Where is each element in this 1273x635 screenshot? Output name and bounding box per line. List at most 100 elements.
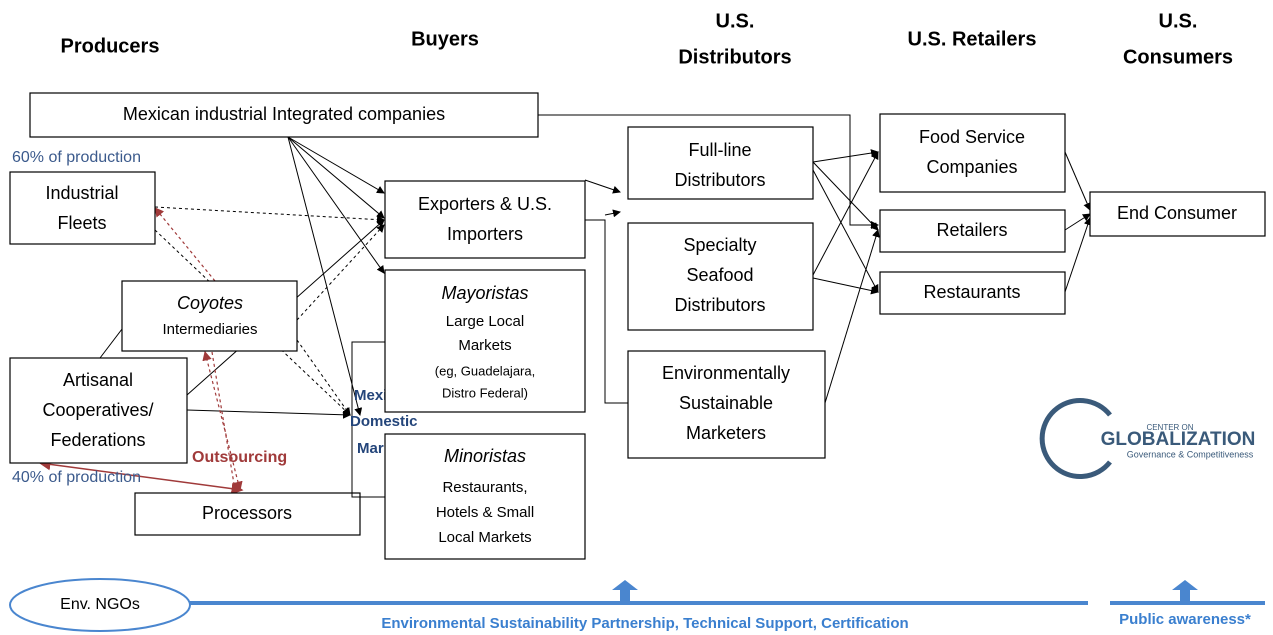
arrow [824, 229, 880, 404]
box [879, 209, 1066, 253]
label: Restaurants, [442, 479, 527, 496]
label: Minoristas [444, 446, 526, 466]
arrow [538, 114, 879, 229]
label: End Consumer [1117, 203, 1237, 223]
connectors [38, 114, 1092, 495]
arrow [812, 161, 879, 231]
box [627, 222, 814, 331]
header: Distributors [678, 46, 791, 68]
label: Markets [458, 337, 511, 354]
share: 60% of production [12, 149, 141, 166]
label: Sustainable [679, 393, 773, 413]
label: Artisanal [63, 370, 133, 390]
header: Producers [61, 35, 160, 57]
box [627, 350, 826, 459]
header: U.S. [716, 10, 755, 32]
header: U.S. [1159, 10, 1198, 32]
label: Mayoristas [441, 283, 528, 303]
boxes: Mexican industrial Integrated companies … [9, 92, 1266, 560]
arrow [584, 179, 621, 194]
share: 40% of production [12, 469, 141, 486]
box [384, 269, 586, 413]
dashed-arrow [296, 224, 385, 321]
arrow [812, 277, 879, 295]
arrow [287, 136, 385, 274]
logo-text: CENTER ON [1146, 423, 1193, 432]
label: Companies [926, 157, 1017, 177]
arrow [186, 409, 351, 419]
dashed-link [154, 207, 216, 282]
label: Fleets [57, 213, 106, 233]
label: Exporters & U.S. [418, 194, 552, 214]
label: Restaurants [923, 282, 1020, 302]
arrow [812, 149, 879, 163]
support-label: Environmental Sustainability Partnership… [381, 615, 908, 632]
arrow [287, 136, 385, 219]
box [121, 280, 298, 352]
label: Distributors [674, 170, 765, 190]
arrow [1064, 217, 1092, 293]
outsourcing-label: Outsourcing [192, 449, 287, 466]
label: Importers [447, 224, 523, 244]
up-arrow [612, 580, 638, 601]
logo-text: Governance & Competitiveness [1127, 449, 1254, 459]
label: Food Service [919, 127, 1025, 147]
label: Coyotes [177, 293, 243, 313]
logo: CENTER ON GLOBALIZATION Governance & Com… [1039, 398, 1256, 479]
dashed-link [202, 350, 243, 492]
box [1089, 191, 1266, 237]
label: Large Local [446, 313, 524, 330]
bracket [585, 219, 628, 404]
headers: Producers Buyers U.S. Distributors U.S. … [61, 10, 1233, 68]
dashed-link [211, 351, 236, 491]
public-label: Public awareness* [1119, 611, 1251, 628]
arrow [604, 209, 621, 218]
arrow [1064, 213, 1091, 231]
label: Intermediaries [162, 321, 257, 338]
footer: Env. NGOs Environmental Sustainability P… [9, 578, 1265, 632]
logo-arc [1039, 398, 1112, 479]
arrow [812, 151, 879, 276]
up-arrow [1172, 580, 1198, 601]
box [879, 271, 1066, 315]
ngo-label: Env. NGOs [60, 596, 140, 613]
label: (eg, Guadelajara, [435, 363, 535, 378]
domestic-label: Domestic [350, 413, 418, 430]
label: Industrial [45, 183, 118, 203]
label: Distributors [674, 295, 765, 315]
box [879, 113, 1066, 193]
arrow [287, 136, 363, 416]
box [384, 433, 586, 560]
label: Mexican industrial Integrated companies [123, 104, 445, 124]
dashed-arrow [154, 206, 385, 224]
logo-text: GLOBALIZATION [1101, 429, 1256, 450]
label: Marketers [686, 423, 766, 443]
box [9, 357, 188, 464]
box [9, 171, 156, 245]
box [134, 492, 361, 536]
label: Retailers [936, 220, 1007, 240]
header: Buyers [411, 28, 479, 50]
label: Federations [50, 430, 145, 450]
header: U.S. Retailers [908, 28, 1037, 50]
label: Specialty [683, 235, 756, 255]
dashed-arrow [296, 339, 351, 416]
box [627, 126, 814, 200]
bracket [351, 341, 385, 498]
label: Cooperatives/ [42, 400, 153, 420]
box [384, 180, 586, 259]
box [29, 92, 539, 138]
label: Local Markets [438, 529, 531, 546]
header: Consumers [1123, 46, 1233, 68]
arrow [1064, 151, 1091, 211]
label: Distro Federal) [442, 385, 528, 400]
outsourcing-link [38, 458, 244, 495]
label: Seafood [686, 265, 753, 285]
label: Hotels & Small [436, 504, 534, 521]
label: Environmentally [662, 363, 790, 383]
arrow [287, 136, 385, 194]
arrow [812, 169, 879, 293]
label: Full-line [688, 140, 751, 160]
label: Processors [202, 503, 292, 523]
